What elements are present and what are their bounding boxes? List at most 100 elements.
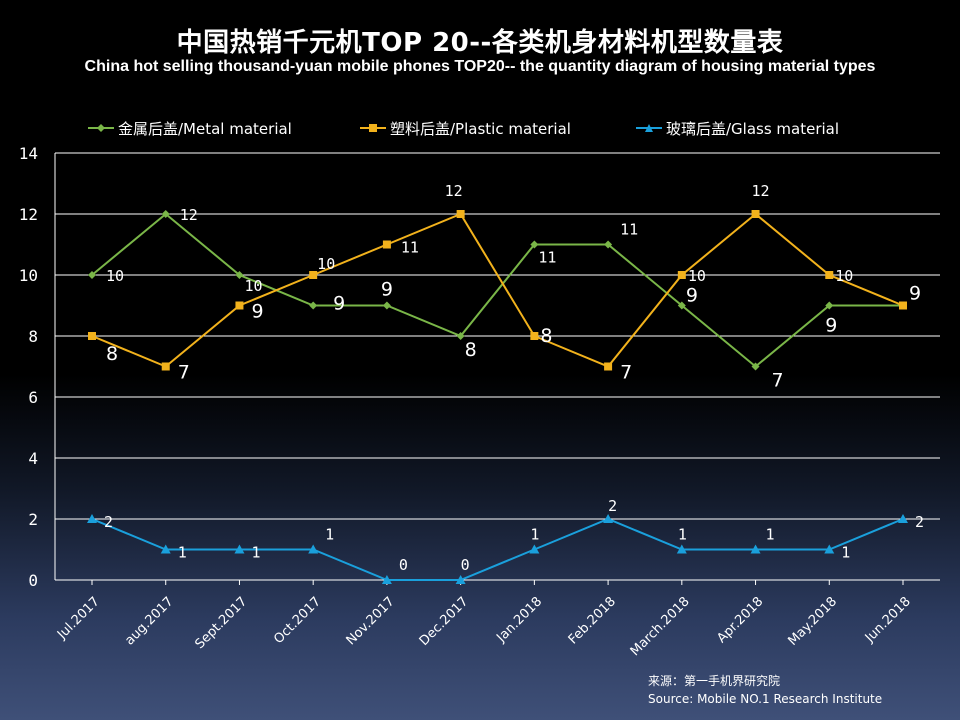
y-tick-label: 0 [28,571,38,590]
data-point [161,210,170,218]
data-label: 1 [325,526,334,544]
data-point [87,514,97,523]
data-point [456,210,465,218]
data-label: 1 [841,544,850,562]
data-label: 9 [381,279,393,301]
data-point [898,514,908,523]
y-tick-label: 14 [19,144,38,163]
y-tick-label: 12 [19,205,38,224]
data-point [88,332,96,340]
data-point [530,332,539,340]
data-label: 12 [445,182,463,200]
x-tick-label: Jan.2018 [493,594,545,646]
data-point [309,271,318,279]
series-line-2 [91,517,904,581]
data-point [751,362,760,371]
x-tick-label: Sept.2017 [192,594,250,652]
data-point [456,332,465,340]
y-tick-label: 8 [28,327,38,346]
data-point [676,544,687,554]
data-label: 1 [530,526,539,544]
data-point [750,544,761,554]
data-point [382,301,391,310]
data-point [529,544,540,554]
data-point [530,240,539,249]
data-point [751,210,760,218]
source-line-cn: 来源：第一手机界研究院 [648,674,781,688]
data-label: 7 [620,362,632,384]
series-line-0 [91,212,903,368]
x-tick-label: Dec.2017 [417,594,472,649]
data-point [455,575,466,584]
data-label: 10 [688,267,706,285]
legend-marker-metal [88,124,114,132]
x-tick-label: Nov.2017 [344,594,398,648]
data-point [604,362,613,371]
data-point [160,544,171,554]
data-label: 2 [104,513,113,531]
y-tick-label: 10 [19,266,38,285]
y-tick-label: 2 [28,510,38,529]
data-label: 11 [538,249,556,267]
data-label: 12 [180,206,198,224]
legend-marker-plastic [360,124,386,132]
x-tick-label: March.2018 [628,594,693,659]
data-label: 8 [465,339,477,361]
data-point [381,575,392,584]
x-tick-label: Feb.2018 [566,594,619,647]
data-label: 0 [461,556,470,574]
data-label: 7 [772,370,784,392]
data-label: 2 [608,497,617,515]
data-label: 9 [825,315,837,337]
data-point [825,271,834,279]
data-point [603,514,614,523]
data-point [825,301,834,310]
data-label: 11 [401,239,419,257]
data-point [88,271,96,279]
data-label: 9 [333,293,345,315]
legend: 金属后盖/Metal material 塑料后盖/Plastic materia… [0,117,960,139]
data-point [235,301,244,310]
data-label: 10 [244,277,262,295]
data-label: 8 [106,343,118,365]
data-label: 8 [540,325,552,347]
legend-item-glass: 玻璃后盖/Glass material [636,117,839,139]
data-point [234,544,245,554]
y-tick-label: 6 [28,388,38,407]
chart-subtitle: China hot selling thousand-yuan mobile p… [84,58,876,75]
data-label: 11 [620,221,638,239]
data-label: 12 [752,182,770,200]
data-label: 9 [251,301,263,323]
x-tick-label: May.2018 [785,594,840,649]
x-tick-label: Jul.2017 [54,594,103,643]
data-point [824,544,835,554]
data-point [161,362,170,371]
x-tick-label: aug.2017 [122,594,176,648]
legend-label-metal: 金属后盖/Metal material [118,119,292,138]
data-point [382,240,391,249]
data-label: 1 [178,544,187,562]
legend-item-plastic: 塑料后盖/Plastic material [360,117,571,139]
data-point [677,301,686,310]
data-label: 1 [678,526,687,544]
data-label: 9 [909,283,921,305]
legend-label-glass: 玻璃后盖/Glass material [666,119,840,138]
series-line-1 [91,212,904,368]
data-label: 1 [251,544,260,562]
data-label: 1 [766,526,775,544]
data-label: 10 [106,267,124,285]
x-tick-label: Apr.2018 [714,594,766,646]
legend-marker-glass [636,124,662,132]
source-line-en: Source: Mobile NO.1 Research Institute [648,692,883,706]
data-point [604,240,613,249]
data-point [235,271,244,279]
data-label: 2 [915,513,924,531]
legend-label-plastic: 塑料后盖/Plastic material [390,119,571,138]
data-label: 0 [399,556,408,574]
source-note: 来源：第一手机界研究院 Source: Mobile NO.1 Research… [648,672,882,708]
y-tick-label: 4 [28,449,38,468]
data-label: 7 [178,362,190,384]
data-point [309,301,318,310]
data-label: 10 [835,267,853,285]
